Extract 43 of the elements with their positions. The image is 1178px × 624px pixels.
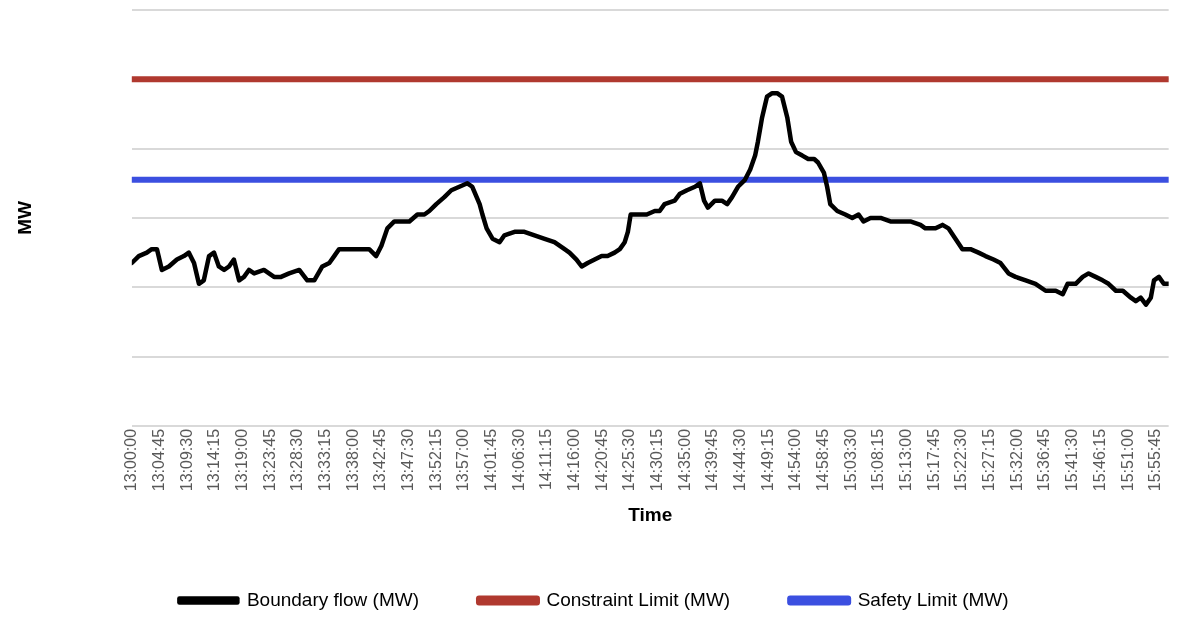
x-tick-label: 15:36:45 [1035,428,1053,492]
x-tick-label: 15:46:15 [1090,428,1108,492]
x-tick-label: 14:11:15 [537,428,555,491]
x-tick-label: 15:03:30 [841,428,859,492]
x-tick-label: 14:54:00 [786,428,804,492]
x-tick-label: 14:30:15 [648,428,666,492]
x-tick-label: 15:08:15 [869,428,887,492]
x-tick-label: 13:23:45 [260,428,278,492]
x-tick-label: 14:49:15 [758,428,776,492]
x-tick-label: 15:55:45 [1146,428,1164,492]
x-tick-label: 13:00:00 [122,428,140,492]
x-tick-label: 14:06:30 [509,428,527,492]
x-tick-label: 13:33:15 [315,428,333,492]
x-tick-label: 15:17:45 [924,428,942,492]
x-tick-label: 15:41:30 [1063,428,1081,492]
x-tick-label: 15:32:00 [1007,428,1025,492]
legend-label: Boundary flow (MW) [246,588,419,610]
x-tick-label: 13:04:45 [149,428,167,492]
x-tick-label: 13:19:00 [232,428,250,492]
x-tick-label: 13:52:15 [426,428,444,492]
x-tick-label: 15:51:00 [1118,428,1136,492]
x-tick-label: 13:38:00 [343,428,361,492]
x-tick-label: 14:39:45 [703,428,721,492]
x-tick-label: 13:42:45 [371,428,389,492]
x-tick-label: 13:09:30 [177,428,195,492]
x-tick-label: 15:22:30 [952,428,970,492]
x-axis-title: Time [628,503,673,525]
y-axis-title: MW [13,201,35,235]
x-tick-label: 13:14:15 [205,428,223,492]
x-tick-label: 14:35:00 [675,428,693,492]
x-tick-label: 15:13:00 [897,428,915,492]
x-tick-label: 14:20:45 [592,428,610,492]
x-tick-label: 14:01:45 [482,428,499,492]
x-tick-label: 14:16:00 [565,428,583,492]
x-tick-label: 15:27:15 [980,428,998,492]
x-tick-label: 14:58:45 [814,428,832,492]
legend-label: Safety Limit (MW) [857,588,1009,610]
x-tick-label: 14:25:30 [620,428,638,492]
x-tick-label: 13:47:30 [398,428,416,492]
x-tick-label: 14:44:30 [731,428,749,492]
legend-label: Constraint Limit (MW) [546,588,731,610]
x-tick-label: 13:57:00 [454,428,472,492]
x-tick-label: 13:28:30 [288,428,306,492]
